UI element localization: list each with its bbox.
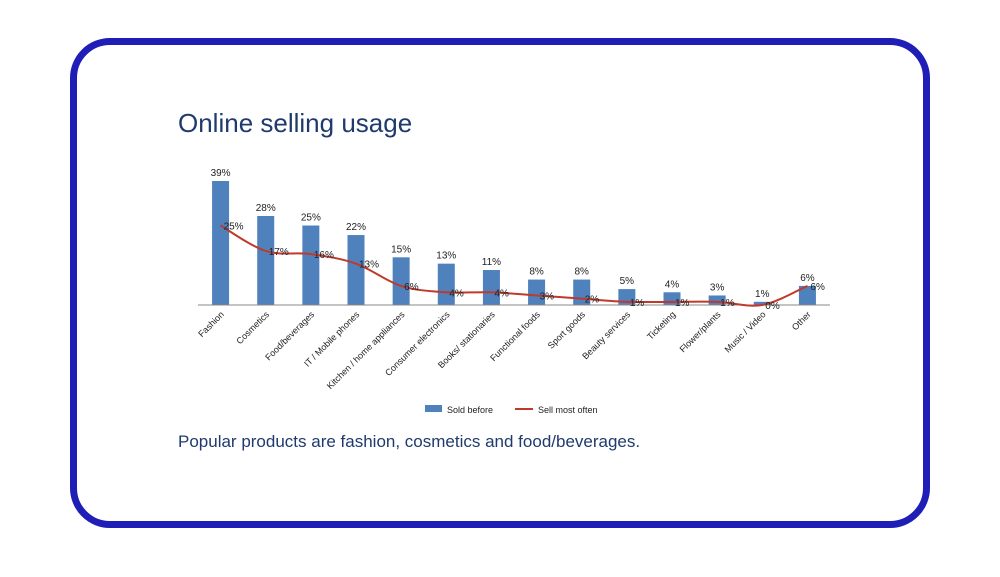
line-label-5: 4% (449, 288, 464, 299)
line-label-0: 25% (224, 222, 244, 233)
legend-swatch-sold-before (425, 405, 442, 412)
bar-0 (212, 181, 230, 305)
line-label-7: 3% (540, 291, 555, 302)
line-label-1: 17% (269, 247, 289, 258)
line-label-2: 16% (314, 250, 334, 261)
line-label-8: 2% (585, 295, 600, 306)
bar-12 (753, 301, 771, 305)
bar-11 (708, 295, 726, 305)
bar-label-8: 8% (574, 267, 589, 278)
legend-label-sold-before: Sold before (447, 405, 493, 415)
legend: Sold before Sell most often (425, 405, 598, 415)
line-label-12: 0% (765, 301, 780, 312)
line-label-4: 6% (404, 282, 419, 293)
bars-group (212, 181, 816, 305)
bar-label-9: 5% (620, 276, 635, 287)
line-label-6: 4% (494, 288, 509, 299)
category-label-7: Functional foods (488, 309, 542, 363)
bar-label-11: 3% (710, 282, 725, 293)
bar-label-5: 13% (436, 251, 456, 262)
line-label-9: 1% (630, 298, 645, 309)
bar-1 (257, 215, 275, 305)
category-label-10: Ticketing (645, 309, 677, 341)
bar-label-10: 4% (665, 279, 680, 290)
bar-13 (798, 285, 816, 305)
category-label-4: Kitchen / home appliances (325, 309, 407, 391)
category-label-1: Cosmetics (234, 309, 271, 346)
bar-label-1: 28% (256, 203, 276, 214)
bar-label-0: 39% (211, 168, 231, 179)
category-label-8: Sport goods (546, 309, 588, 351)
slide-title: Online selling usage (178, 108, 413, 138)
line-label-10: 1% (675, 298, 690, 309)
line-label-13: 6% (810, 282, 825, 293)
bar-label-12: 1% (755, 289, 770, 300)
sell-most-often-line (220, 224, 808, 307)
category-label-12: Music / Video (723, 309, 768, 354)
bar-5 (437, 263, 455, 305)
legend-label-sell-most-often: Sell most often (538, 405, 598, 415)
category-label-13: Other (790, 309, 813, 332)
bar-3 (347, 235, 365, 305)
bar-label-4: 15% (391, 244, 411, 255)
line-labels-group: 25%17% 16%13%6%4% 4% 3% 2% 1% 1% 1% 0%6% (224, 222, 825, 312)
line-label-3: 13% (359, 260, 379, 271)
category-label-9: Beauty services (580, 309, 632, 361)
bar-7 (528, 279, 546, 305)
slide-caption: Popular products are fashion, cosmetics … (178, 432, 641, 451)
bar-label-7: 8% (529, 267, 544, 278)
bar-labels-group: 39% 28% 25% 22% 15% 13% 11% 8% 8% 5% 4% 3% 1% 6% (211, 168, 815, 300)
bar-label-2: 25% (301, 213, 321, 224)
line-label-11: 1% (720, 298, 735, 309)
bar-label-6: 11% (482, 257, 501, 268)
bar-label-13: 6% (800, 273, 815, 284)
bar-2 (302, 225, 320, 305)
bar-6 (482, 270, 500, 305)
bar-4 (392, 257, 410, 305)
category-label-11: Flower/plants (678, 309, 723, 354)
category-label-0: Fashion (196, 309, 226, 339)
bar-label-3: 22% (346, 222, 366, 233)
